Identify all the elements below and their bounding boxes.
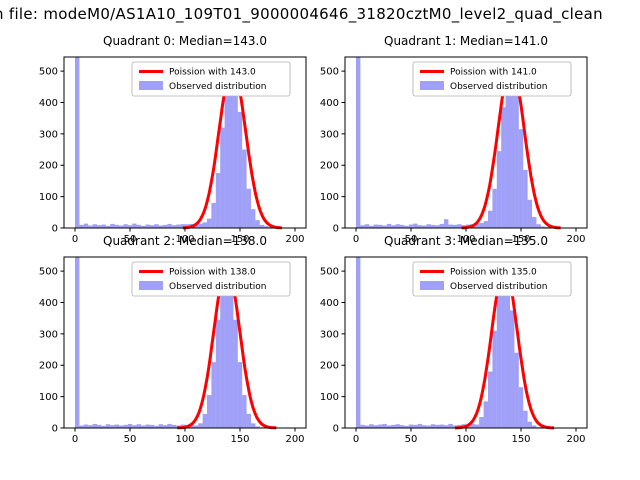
svg-text:300: 300 <box>320 129 339 140</box>
histogram-plot-quadrant-3: 0 50 100 150 200 0 100 200 300 400 500 Poission wit… <box>320 256 588 445</box>
svg-text:100: 100 <box>39 192 58 203</box>
svg-text:200: 200 <box>320 361 339 372</box>
svg-text:0: 0 <box>353 434 359 445</box>
svg-text:200: 200 <box>566 434 585 445</box>
svg-text:500: 500 <box>320 267 339 278</box>
subplot-quadrant-1: Quadrant 1: Median=141.0 0 50 100 150 200 0 10… <box>305 34 619 248</box>
svg-text:500: 500 <box>39 67 58 78</box>
svg-text:0: 0 <box>72 234 78 245</box>
svg-text:100: 100 <box>456 434 475 445</box>
svg-text:0: 0 <box>353 234 359 245</box>
svg-text:500: 500 <box>320 67 339 78</box>
svg-text:50: 50 <box>124 234 137 245</box>
histogram-plot-quadrant-1: 0 50 100 150 200 0 100 200 300 400 500 Poission wit… <box>320 56 588 245</box>
svg-text:100: 100 <box>320 392 339 403</box>
svg-text:Poission with 143.0: Poission with 143.0 <box>169 68 256 78</box>
svg-text:Poission with 138.0: Poission with 138.0 <box>169 268 256 278</box>
svg-text:400: 400 <box>39 298 58 309</box>
svg-text:50: 50 <box>124 434 137 445</box>
svg-text:150: 150 <box>511 234 530 245</box>
svg-text:50: 50 <box>405 434 418 445</box>
subplot-quadrant-2: Quadrant 2: Median=138.0 0 50 100 150 200 0 10… <box>24 234 338 448</box>
svg-text:400: 400 <box>320 98 339 109</box>
subplot-quadrant-3: Quadrant 3: Median=135.0 0 50 100 150 200 0 10… <box>305 234 619 448</box>
svg-text:100: 100 <box>456 234 475 245</box>
svg-text:400: 400 <box>320 298 339 309</box>
svg-text:Observed distribution: Observed distribution <box>169 82 266 92</box>
svg-text:200: 200 <box>285 434 304 445</box>
svg-text:200: 200 <box>566 234 585 245</box>
svg-text:0: 0 <box>52 224 58 235</box>
svg-text:Poission with 135.0: Poission with 135.0 <box>450 268 537 278</box>
subplot-title-quadrant-2: Quadrant 2: Median=138.0 <box>103 234 267 248</box>
svg-text:50: 50 <box>405 234 418 245</box>
subplot-title-quadrant-0: Quadrant 0: Median=143.0 <box>103 34 267 48</box>
histogram-plot-quadrant-0: 0 50 100 150 200 0 100 200 300 400 500 Poission wit… <box>39 56 307 245</box>
svg-text:Poission with 141.0: Poission with 141.0 <box>450 68 537 78</box>
svg-text:200: 200 <box>39 361 58 372</box>
svg-text:300: 300 <box>39 329 58 340</box>
subplot-quadrant-0: Quadrant 0: Median=143.0 0 50 100 150 200 0 10… <box>24 34 338 248</box>
svg-text:100: 100 <box>175 234 194 245</box>
svg-text:200: 200 <box>285 234 304 245</box>
svg-text:0: 0 <box>72 434 78 445</box>
figure-title: n file: modeM0/AS1A10_109T01_9000004646_… <box>0 5 603 23</box>
svg-text:200: 200 <box>320 161 339 172</box>
svg-text:400: 400 <box>39 98 58 109</box>
histogram-plot-quadrant-2: 0 50 100 150 200 0 100 200 300 400 500 Poission wit… <box>39 256 307 445</box>
svg-text:Observed distribution: Observed distribution <box>450 282 547 292</box>
svg-text:500: 500 <box>39 267 58 278</box>
svg-text:150: 150 <box>230 434 249 445</box>
svg-text:0: 0 <box>52 424 58 435</box>
svg-text:300: 300 <box>320 329 339 340</box>
subplot-title-quadrant-1: Quadrant 1: Median=141.0 <box>384 34 548 48</box>
svg-text:0: 0 <box>333 424 339 435</box>
svg-text:Observed distribution: Observed distribution <box>450 82 547 92</box>
svg-text:150: 150 <box>511 434 530 445</box>
svg-text:100: 100 <box>175 434 194 445</box>
svg-text:0: 0 <box>333 224 339 235</box>
svg-text:100: 100 <box>320 192 339 203</box>
svg-text:150: 150 <box>230 234 249 245</box>
svg-text:Observed distribution: Observed distribution <box>169 282 266 292</box>
svg-text:100: 100 <box>39 392 58 403</box>
svg-text:200: 200 <box>39 161 58 172</box>
subplot-title-quadrant-3: Quadrant 3: Median=135.0 <box>384 234 548 248</box>
svg-text:300: 300 <box>39 129 58 140</box>
